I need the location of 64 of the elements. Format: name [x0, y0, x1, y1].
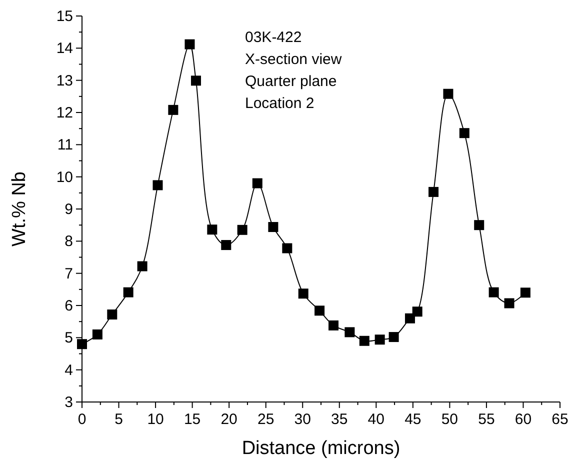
point	[474, 220, 484, 230]
y-axis-title: Wt.% Nb	[9, 172, 30, 246]
point	[221, 240, 232, 250]
point	[428, 186, 439, 197]
y-tick-label: 8	[64, 233, 73, 250]
point	[374, 334, 385, 345]
point	[207, 224, 218, 235]
x-tick-label: 40	[368, 411, 384, 428]
annotation: Quarter plane	[245, 73, 337, 90]
point	[282, 243, 292, 254]
point	[504, 298, 514, 308]
y-tick-label: 7	[64, 265, 73, 282]
x-tick-label: 45	[404, 411, 422, 428]
x-tick-label: 20	[220, 411, 238, 428]
point	[314, 306, 325, 316]
y-tick-label: 11	[57, 136, 73, 154]
point	[328, 320, 338, 330]
point	[443, 88, 454, 99]
point	[404, 313, 415, 324]
point	[107, 310, 118, 320]
point	[388, 332, 399, 342]
point	[137, 261, 148, 272]
point	[152, 180, 163, 190]
x-axis-title: Distance (microns)	[242, 438, 400, 459]
x-tick-label: 50	[441, 411, 458, 428]
point	[77, 339, 87, 350]
y-tick-label: 15	[56, 8, 73, 25]
y-tick-label: 13	[56, 72, 73, 90]
x-tick-label: 0	[78, 411, 86, 428]
point	[359, 336, 370, 346]
point	[459, 128, 470, 138]
annotation: 03K-422	[245, 29, 302, 46]
y-tick-label: 6	[64, 298, 73, 314]
y-tick-label: 3	[64, 394, 73, 411]
point	[298, 288, 308, 299]
y-tick-label: 4	[64, 362, 73, 379]
x-tick-label: 15	[184, 411, 201, 428]
point	[190, 76, 201, 86]
point	[252, 178, 262, 188]
x-tick-label: 5	[114, 411, 123, 428]
point	[123, 287, 134, 298]
point	[184, 39, 195, 50]
point	[168, 104, 178, 115]
point	[237, 224, 248, 235]
annotation: Location 2	[245, 95, 314, 112]
point	[92, 329, 102, 340]
y-tick-label: 14	[56, 40, 73, 58]
annotation: X-section view	[245, 51, 342, 68]
y-tick-label: 9	[64, 201, 73, 218]
x-tick-label: 25	[258, 411, 274, 428]
point	[268, 222, 278, 232]
point	[344, 327, 355, 338]
point	[412, 306, 422, 317]
x-tick-label: 55	[478, 411, 495, 428]
y-tick-label: 12	[56, 104, 73, 122]
x-tick-label: 60	[514, 411, 532, 428]
x-tick-label: 10	[147, 411, 164, 428]
x-tick-label: 30	[294, 411, 311, 428]
y-tick-label: 5	[64, 330, 73, 347]
x-tick-label: 65	[552, 411, 568, 428]
point	[488, 287, 499, 298]
point	[520, 288, 530, 298]
y-tick-label: 10	[56, 168, 73, 186]
x-tick-label: 35	[331, 411, 348, 428]
